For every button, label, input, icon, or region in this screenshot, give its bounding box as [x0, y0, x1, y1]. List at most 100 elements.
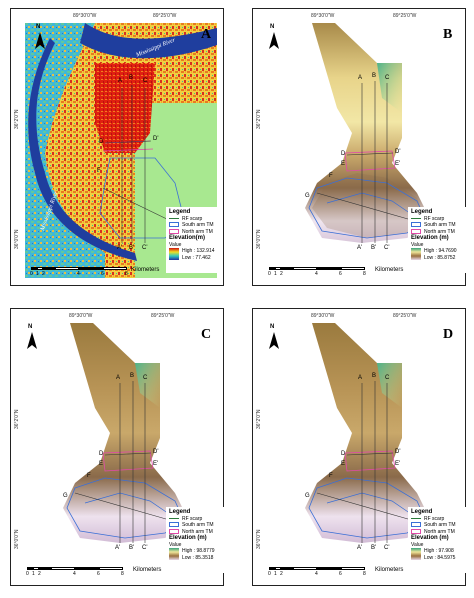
section-label: D [341, 151, 346, 157]
lat-tick: 36°0'0"N [256, 529, 262, 549]
lon-tick: 89°25'0"W [393, 313, 417, 319]
legend-item: RF scarp [411, 516, 463, 523]
north-arrow-icon [35, 32, 45, 49]
legend: Legend RF scarp South arm TM North arm T… [166, 507, 224, 573]
lon-tick: 89°30'0"W [311, 13, 335, 19]
north-arrow-icon [27, 332, 37, 349]
section-label: A [358, 75, 363, 81]
legend: Legend RF scarp South arm TM North arm T… [166, 207, 221, 273]
legend-item: South arm TM [169, 522, 221, 529]
panel-d: 89°30'0"W 89°25'0"W 36°2'0"N 36°0'0"N A … [252, 308, 466, 586]
lon-tick: 89°30'0"W [73, 13, 97, 19]
section-label: F [329, 473, 333, 479]
north-arrow: N [267, 24, 281, 51]
elevation-map: A B C D D' E E' F G G' A' B' C' [267, 23, 459, 278]
section-label: E [341, 461, 346, 467]
north-label: N [270, 24, 275, 30]
section-label: B [372, 73, 377, 79]
lat-tick: 36°2'0"N [14, 109, 20, 129]
lat-tick: 36°0'0"N [14, 229, 20, 249]
panel-a: 89°30'0"W 89°25'0"W 36°2'0"N 36°0'0"N Mi… [10, 8, 224, 286]
section-label: A [116, 375, 121, 381]
legend-value-label: Value [169, 541, 182, 548]
section-label: C' [384, 245, 390, 251]
lon-tick: 89°25'0"W [151, 313, 175, 319]
scale-bar: 0 1 2 4 6 8 Kilometers [268, 267, 404, 277]
section-label: F [97, 168, 101, 174]
legend-item: North arm TM [169, 229, 218, 236]
legend-title: Legend [411, 509, 433, 515]
legend-elevation-title: Elevation (m) [411, 235, 449, 241]
north-arrow: N [33, 24, 47, 51]
legend-item: North arm TM [169, 529, 221, 536]
section-label: B [372, 373, 377, 379]
north-arrow-icon [269, 332, 279, 349]
dem-raster [305, 23, 432, 243]
legend-item: South arm TM [411, 522, 463, 529]
section-label: E' [153, 461, 159, 467]
section-label: E' [395, 461, 401, 467]
lon-tick: 89°30'0"W [311, 313, 335, 319]
section-label: E [341, 161, 346, 167]
section-label: C' [142, 545, 148, 551]
section-label: F [87, 473, 91, 479]
section-label: A' [115, 545, 121, 551]
section-label: C' [142, 245, 148, 251]
legend-title: Legend [169, 209, 191, 215]
section-label: G [63, 493, 68, 499]
legend-elevation-title: Elevation(m) [169, 235, 206, 241]
north-arrow: N [267, 324, 281, 351]
scale-bar: 0 1 2 4 6 8 Kilometers [26, 567, 162, 577]
lon-tick: 89°25'0"W [393, 13, 417, 19]
section-label: C [143, 78, 148, 84]
section-label: A' [357, 245, 363, 251]
scale-unit: Kilometers [375, 567, 404, 573]
legend: Legend RF scarp South arm TM North arm T… [408, 507, 466, 573]
section-label: A [358, 375, 363, 381]
scale-unit: Kilometers [131, 267, 160, 273]
section-label: F [329, 173, 333, 179]
dem-raster [305, 323, 432, 543]
panel-letter: D [443, 327, 454, 342]
elevation-map: Mississippi River Mississippi River A B … [25, 23, 217, 278]
lat-tick: 36°2'0"N [14, 409, 20, 429]
section-label: B [130, 373, 135, 379]
lat-tick: 36°0'0"N [14, 529, 20, 549]
section-label: B' [129, 245, 135, 251]
section-label: D' [395, 149, 401, 155]
legend-value-label: Value [169, 241, 182, 248]
section-label: C [385, 75, 390, 81]
legend-elevation-title: Elevation (m) [169, 535, 207, 541]
legend-item: RF scarp [411, 216, 463, 223]
scale-unit: Kilometers [375, 267, 404, 273]
section-label: C [385, 375, 390, 381]
section-label: D [341, 451, 346, 457]
north-label: N [28, 324, 33, 330]
section-label: G [305, 493, 310, 499]
section-label: B' [129, 545, 135, 551]
section-label: A' [117, 245, 123, 251]
section-label: C [143, 375, 148, 381]
section-label: D' [395, 449, 401, 455]
panel-letter: C [201, 327, 212, 342]
panel-letter: B [443, 27, 453, 42]
legend-title: Legend [411, 209, 433, 215]
legend-item: South arm TM [169, 222, 218, 229]
lat-tick: 36°0'0"N [256, 229, 262, 249]
legend-ramp-row: High : 97.908 Low : 84.5975 [411, 548, 463, 561]
section-label: B' [371, 245, 377, 251]
legend-value-label: Value [411, 241, 424, 248]
legend-elevation-title: Elevation (m) [411, 535, 449, 541]
section-label: A' [357, 545, 363, 551]
legend: Legend RF scarp South arm TM North arm T… [408, 207, 466, 273]
legend-item: RF scarp [169, 216, 218, 223]
scale-bar: 0 1 2 4 6 8 Kilometers [268, 567, 404, 577]
legend-title: Legend [169, 509, 191, 515]
panel-b: 89°30'0"W 89°25'0"W 36°2'0"N 36°0'0"N A … [252, 8, 466, 286]
section-label: D' [153, 136, 159, 142]
section-label: A [118, 78, 123, 84]
legend-item: North arm TM [411, 529, 463, 536]
section-label: B [129, 75, 134, 81]
section-label: D [99, 139, 104, 145]
lon-tick: 89°25'0"W [153, 13, 177, 19]
